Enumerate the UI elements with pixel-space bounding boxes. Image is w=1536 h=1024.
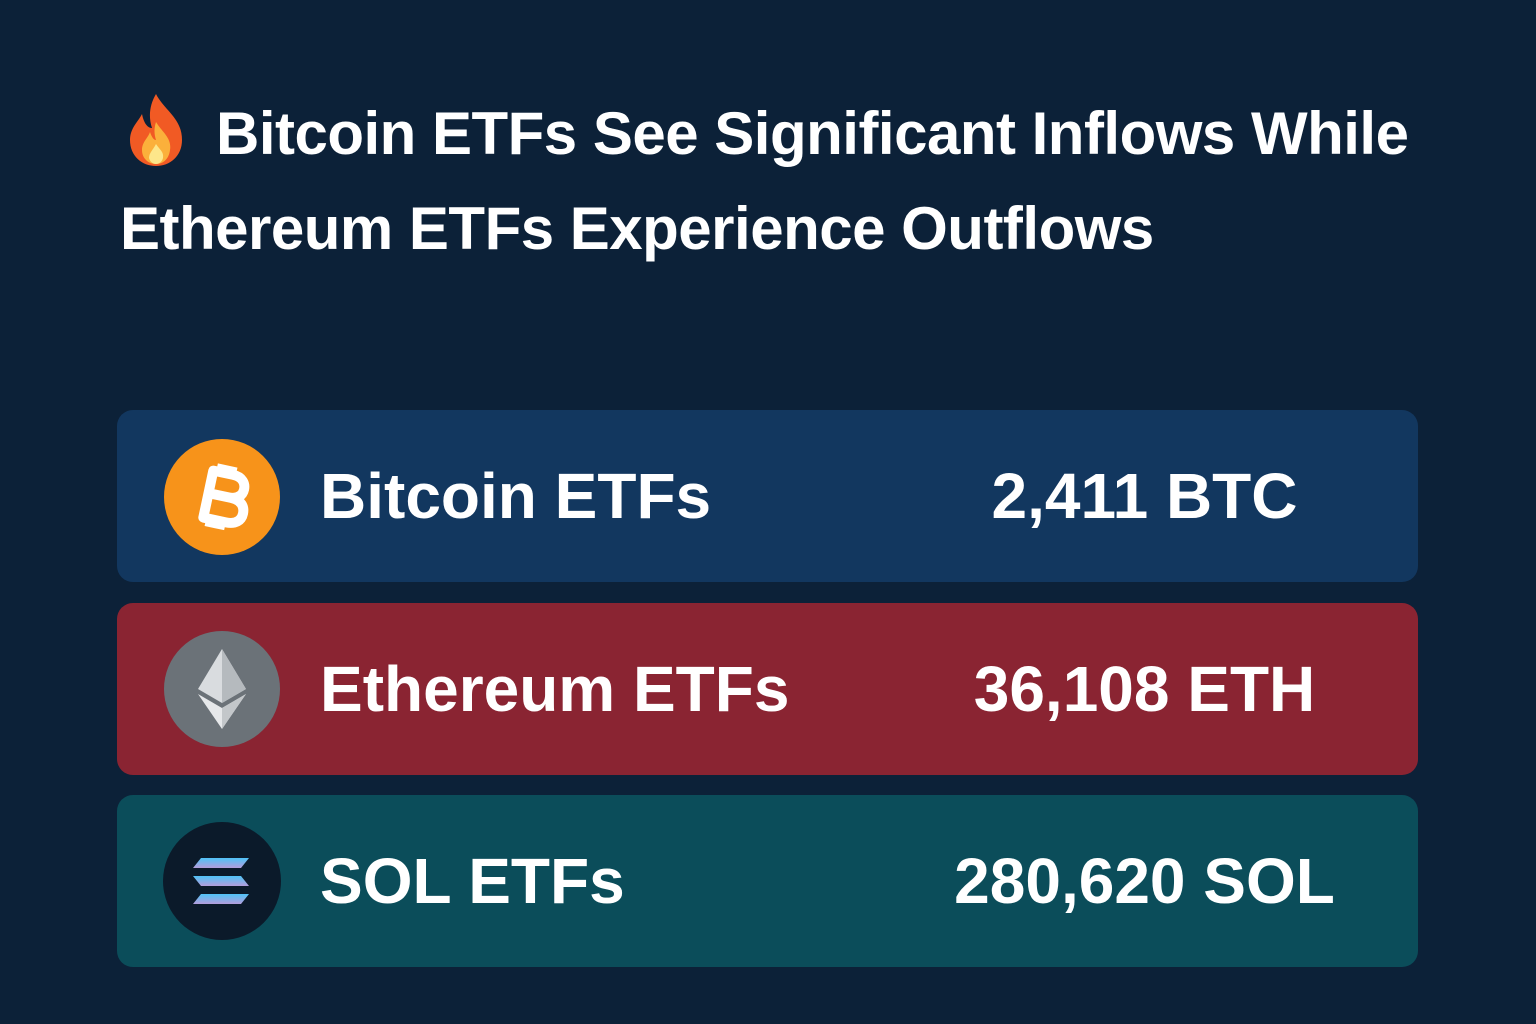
bitcoin-row: Bitcoin ETFs 2,411 BTC — [117, 410, 1418, 582]
sol-row: SOL ETFs 280,620 SOL — [117, 795, 1418, 967]
ethereum-row: Ethereum ETFs 36,108 ETH — [117, 603, 1418, 775]
row-label: Ethereum ETFs — [320, 653, 790, 725]
row-value: 280,620 SOL — [954, 845, 1335, 917]
row-value: 36,108 ETH — [973, 653, 1316, 725]
flame-icon — [130, 94, 182, 166]
ethereum-icon — [164, 631, 280, 747]
row-label: SOL ETFs — [320, 845, 625, 917]
row-label: Bitcoin ETFs — [320, 460, 712, 532]
solana-icon — [163, 822, 281, 940]
title: Bitcoin ETFs See Significant Inflows Whi… — [120, 100, 1409, 262]
row-value: 2,411 BTC — [991, 460, 1298, 532]
bitcoin-icon — [164, 439, 280, 555]
